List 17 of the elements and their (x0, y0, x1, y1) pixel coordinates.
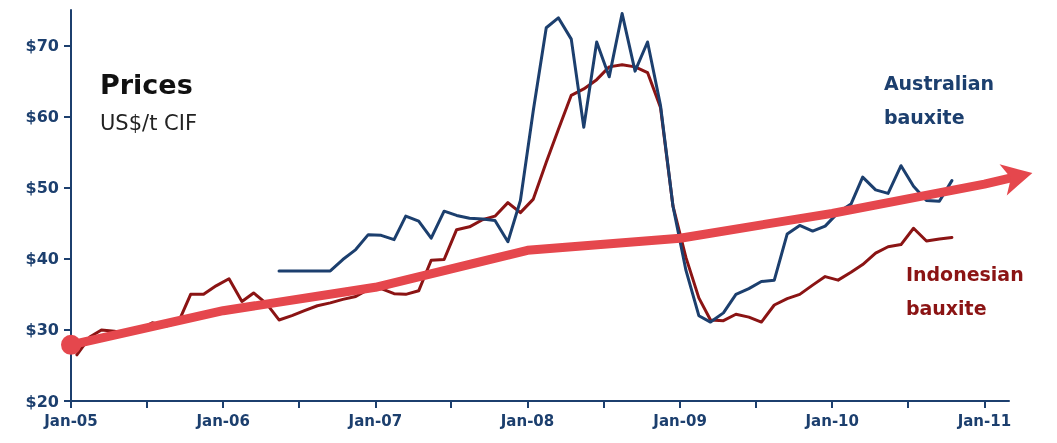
x-tick-label: Jan-11 (956, 411, 1012, 430)
series-label: Indonesian bauxite (905, 263, 1031, 320)
y-tick-label: $70 (25, 36, 59, 56)
text: US$/t CIF (100, 110, 197, 135)
x-tick-label: Jan-07 (347, 411, 403, 430)
y-tick-label: $50 (25, 178, 59, 198)
x-tick-label: Jan-09 (652, 411, 707, 430)
y-tick-label: $20 (25, 391, 59, 411)
x-tick-label: Jan-08 (499, 411, 555, 430)
text: Australian bauxite (883, 71, 1001, 128)
y-tick-label: $40 (25, 249, 59, 269)
y-tick-label: $30 (25, 320, 59, 340)
y-tick-label: $60 (25, 107, 59, 127)
x-tick-label: Jan-05 (43, 411, 98, 430)
text: Prices (100, 69, 193, 100)
x-tick-label: Jan-06 (195, 411, 250, 430)
x-tick-label: Jan-10 (804, 411, 859, 430)
